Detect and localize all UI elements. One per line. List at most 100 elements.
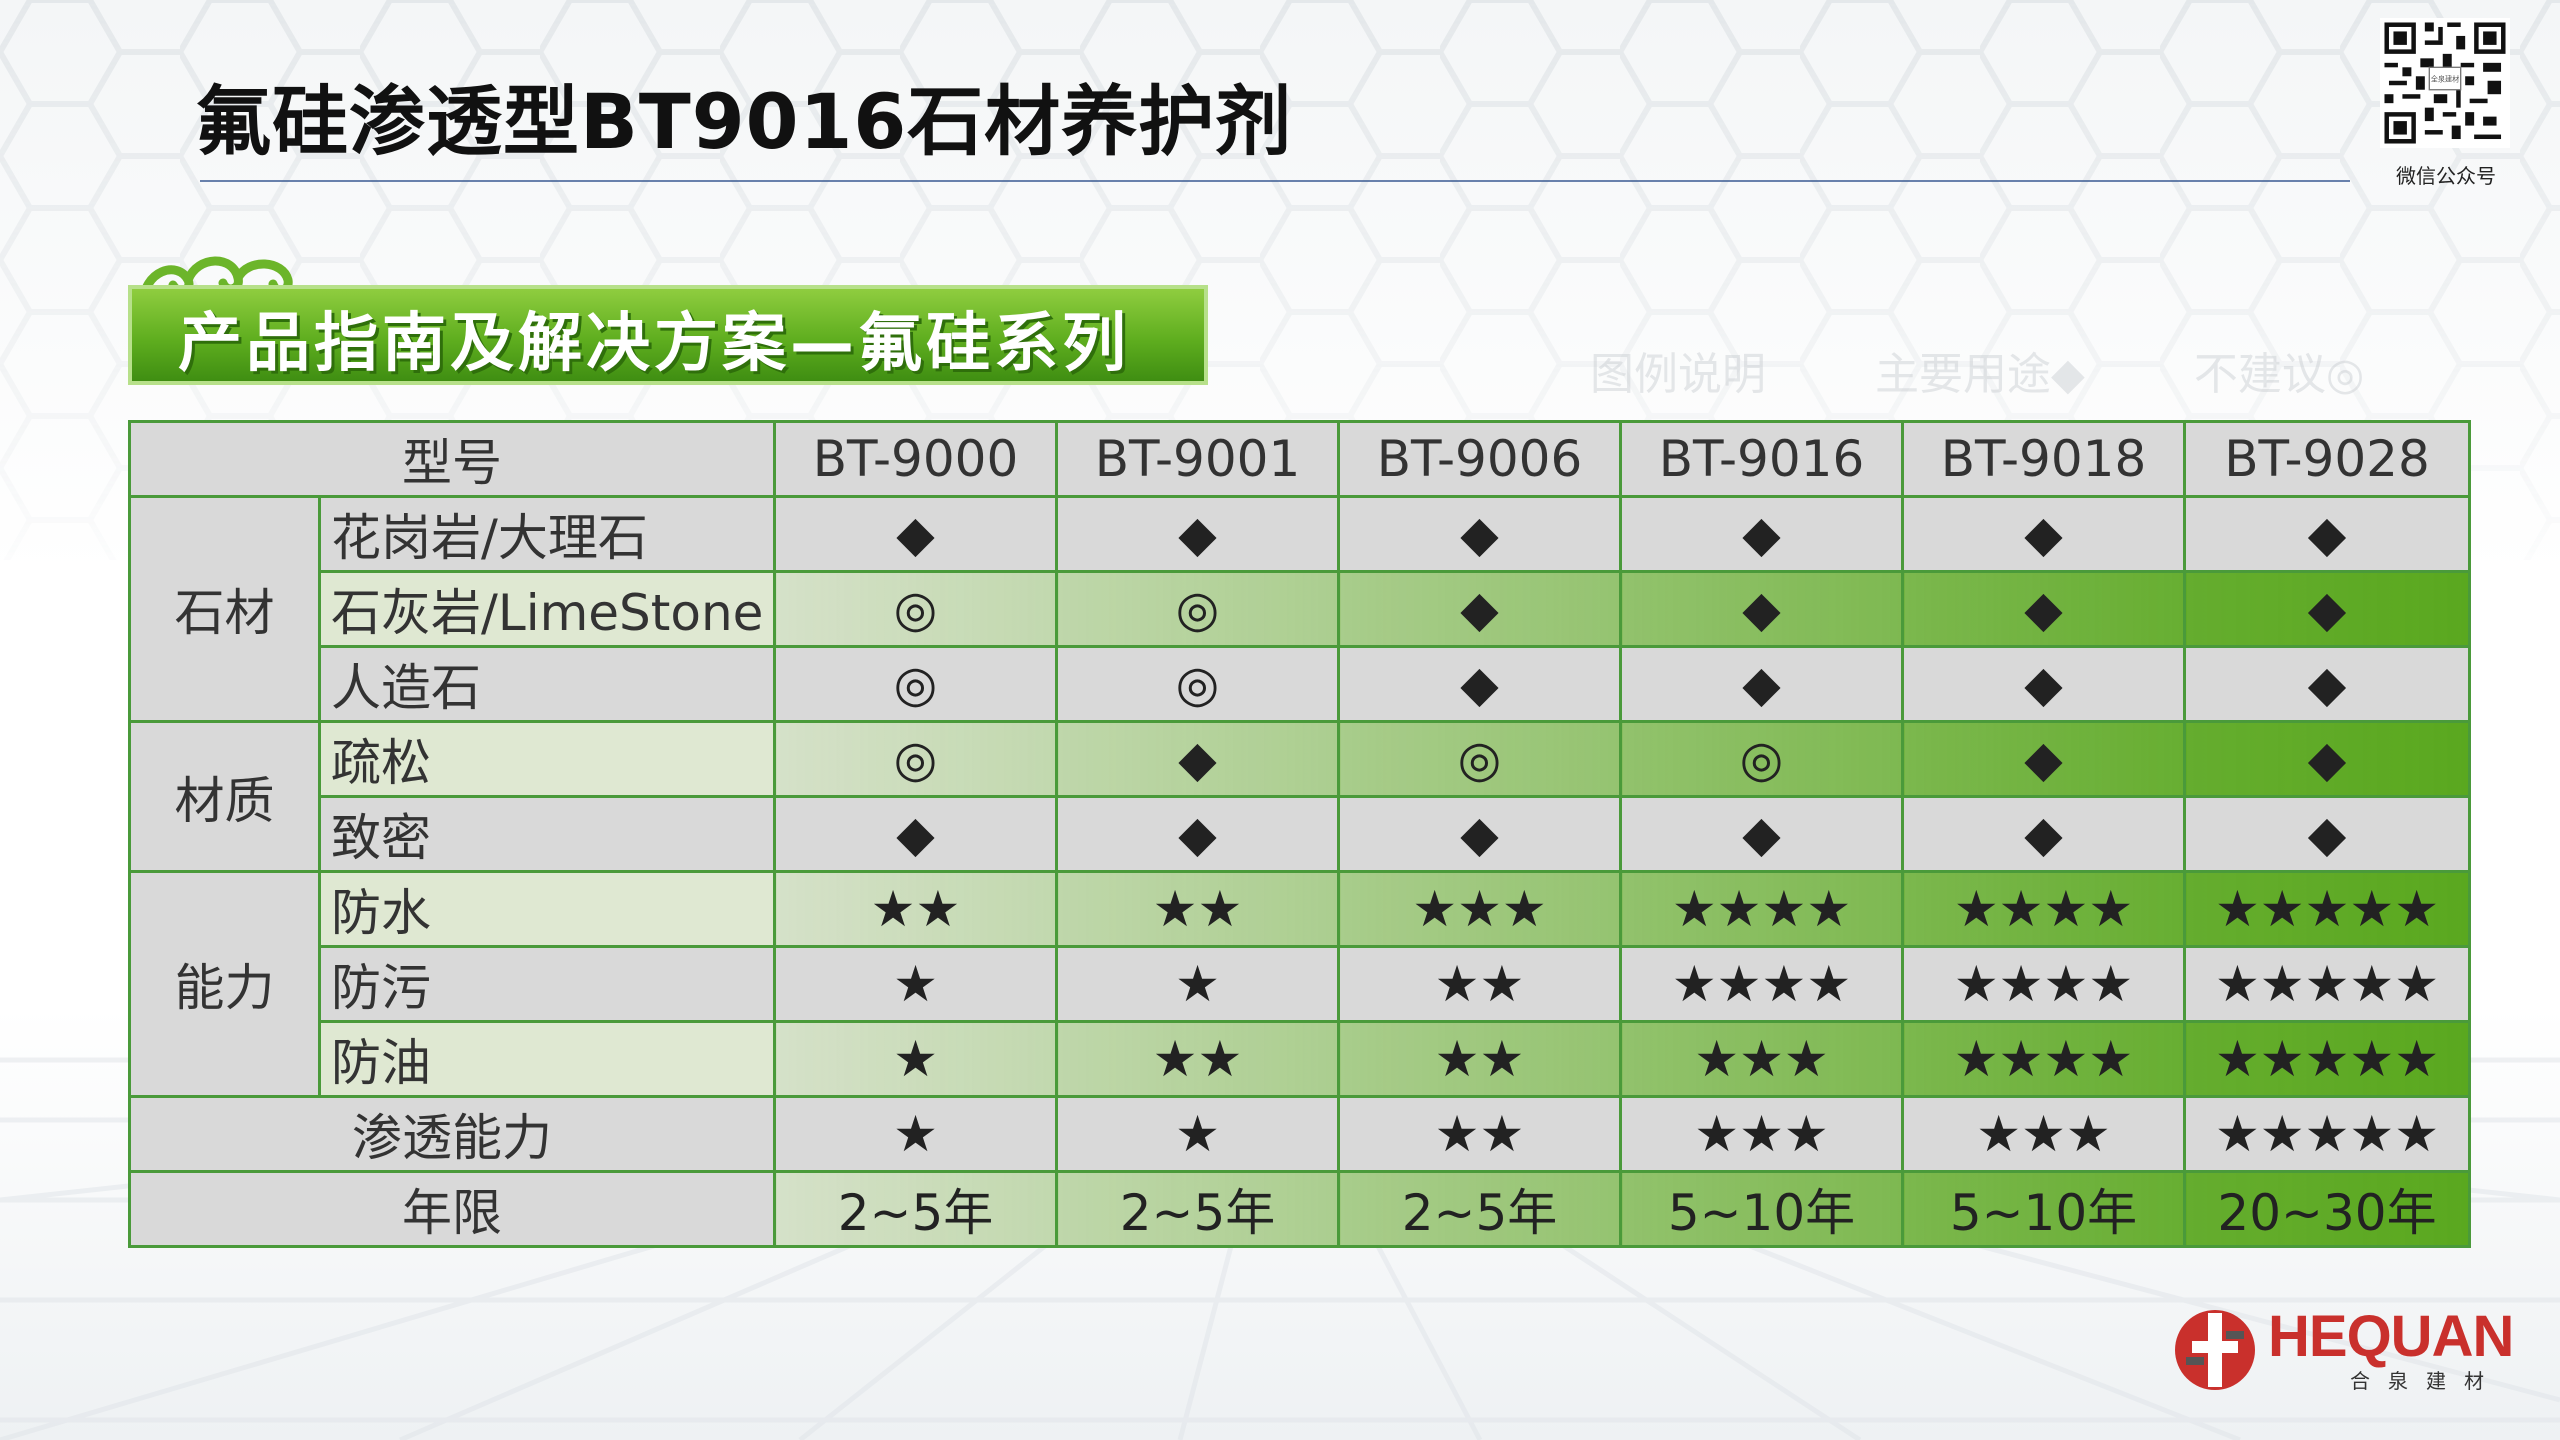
table-cell: ◎ [1055,645,1340,723]
table-cell: ★★★ [1337,870,1622,948]
table-cell: ★★ [1337,945,1622,1023]
legend-watermark: 图例说明 主要用途◆ 不建议◎ [1590,338,2459,402]
table-cell: ◆ [1337,645,1622,723]
table-cell: ◎ [1337,720,1622,798]
qr-caption: 微信公众号 [2396,164,2496,188]
model-header: BT-9000 [773,420,1058,498]
table-cell: ◆ [1337,795,1622,873]
row-label: 致密 [318,795,776,873]
table-cell: ◎ [773,570,1058,648]
legend-item: 不建议◎ [2193,349,2365,400]
table-cell: ★★ [1055,870,1340,948]
category-cell: 材质 [128,720,321,873]
table-cell: ★ [773,1020,1058,1098]
table-cell: 5~10年 [1901,1170,2186,1248]
table-row: 能力 防水 ★★ ★★ ★★★ ★★★★ ★★★★ ★★★★★ [128,870,2471,1098]
model-header: BT-9006 [1337,420,1622,498]
qr-tiny-text: 全泉建材 [2431,75,2460,84]
table-cell: ★★★★ [1619,870,1904,948]
table-row: 致密 ◆ ◆ ◆ ◆ ◆ ◆ [130,795,2471,873]
table-cell: ★★ [1337,1020,1622,1098]
model-header: BT-9016 [1619,420,1904,498]
row-label: 年限 [128,1170,776,1248]
row-label: 疏松 [318,720,776,798]
table-cell: ◆ [2183,645,2471,723]
table-cell: ★★★★★ [2183,945,2471,1023]
table-cell: ◆ [2183,720,2471,798]
table-row: 石灰岩/LimeStone ◎ ◎ ◆ ◆ ◆ ◆ [130,570,2471,648]
table-cell: ★★ [1055,1020,1340,1098]
table-cell: ◆ [1055,795,1340,873]
table-cell: ◆ [2183,495,2471,573]
model-header: BT-9001 [1055,420,1340,498]
page-title: 氟硅渗透型BT9016石材养护剂 [195,77,1293,166]
table-cell: ◆ [1901,645,2186,723]
table-row: 年限 2~5年 2~5年 2~5年 5~10年 5~10年 20~30年 [128,1170,2471,1248]
row-label: 防水 [318,870,776,948]
table-cell: ★★★★ [1901,1020,2186,1098]
category-cell: 能力 [128,870,321,1098]
table-row: 防污 ★ ★ ★★ ★★★★ ★★★★ ★★★★★ [130,945,2471,1023]
section-banner: 产品指南及解决方案—氟硅系列 [128,250,1208,385]
table-cell: ★★★★ [1619,945,1904,1023]
table-cell: 2~5年 [773,1170,1058,1248]
model-header: BT-9018 [1901,420,2186,498]
legend-item: 主要用途◆ [1875,349,2085,400]
table-cell: ◆ [1619,495,1904,573]
table-cell: ★ [773,1095,1058,1173]
hequan-logo-icon [2175,1310,2255,1390]
table-cell: ★★★ [1901,1095,2186,1173]
table-header-row: 型号 BT-9000 BT-9001 BT-9006 BT-9016 BT-9018 BT-… [128,420,2471,498]
table-cell: 2~5年 [1337,1170,1622,1248]
table-cell: ★★★ [1619,1095,1904,1173]
table-cell: 20~30年 [2183,1170,2471,1248]
banner-title: 产品指南及解决方案—氟硅系列 [178,307,1130,381]
table-cell: ★ [773,945,1058,1023]
row-label: 花岗岩/大理石 [318,495,776,573]
table-cell: ◆ [2183,795,2471,873]
table-cell: ◆ [1055,720,1340,798]
brand-name: HEQUAN [2268,1304,2514,1369]
table-row: 人造石 ◎ ◎ ◆ ◆ ◆ ◆ [130,645,2471,723]
table-cell: ◎ [773,645,1058,723]
table-cell: ◆ [1619,795,1904,873]
row-label: 防油 [318,1020,776,1098]
brand-subtitle: 合泉建材 [2350,1369,2502,1393]
brand-logo: HEQUAN 合泉建材 [2170,1295,2514,1395]
table-cell: ◎ [1619,720,1904,798]
table-cell: ★★★ [1619,1020,1904,1098]
table-cell: ◆ [1337,570,1622,648]
table-cell: ★★ [1337,1095,1622,1173]
table-cell: ◆ [2183,570,2471,648]
table-row: 渗透能力 ★ ★ ★★ ★★★ ★★★ ★★★★★ [128,1095,2471,1173]
table-cell: ★★★★★ [2183,1020,2471,1098]
product-guide-table: 型号 BT-9000 BT-9001 BT-9006 BT-9016 BT-9018 BT-… [128,420,2471,1248]
table-cell: ◆ [1901,795,2186,873]
table-row: 材质 疏松 ◎ ◆ ◎ ◎ ◆ ◆ [128,720,2471,873]
table-cell: ★ [1055,945,1340,1023]
table-row: 防油 ★ ★★ ★★ ★★★ ★★★★ ★★★★★ [130,1020,2471,1098]
legend-item: 图例说明 [1590,349,1766,400]
title-divider [200,180,2350,182]
table-cell: ◎ [1055,570,1340,648]
row-label: 防污 [318,945,776,1023]
table-cell: ◆ [1901,570,2186,648]
table-cell: ◆ [1337,495,1622,573]
qr-code-icon: 全泉建材 [2380,18,2510,148]
table-cell: 2~5年 [1055,1170,1340,1248]
table-row: 石材 花岗岩/大理石 ◆ ◆ ◆ ◆ ◆ ◆ [128,495,2471,723]
banner-box [128,285,1208,385]
table-cell: ★★★★ [1901,945,2186,1023]
table-cell: ◆ [773,495,1058,573]
table-cell: ★★★★★ [2183,870,2471,948]
table-cell: ◎ [773,720,1058,798]
table-cell: ◆ [773,795,1058,873]
table-cell: ★★ [773,870,1058,948]
category-cell: 石材 [128,495,321,723]
table-cell: ★★★★★ [2183,1095,2471,1173]
table-cell: ◆ [1619,570,1904,648]
table-cell: ◆ [1901,720,2186,798]
table-cell: ★★★★ [1901,870,2186,948]
table-cell: ◆ [1055,495,1340,573]
row-label: 渗透能力 [128,1095,776,1173]
